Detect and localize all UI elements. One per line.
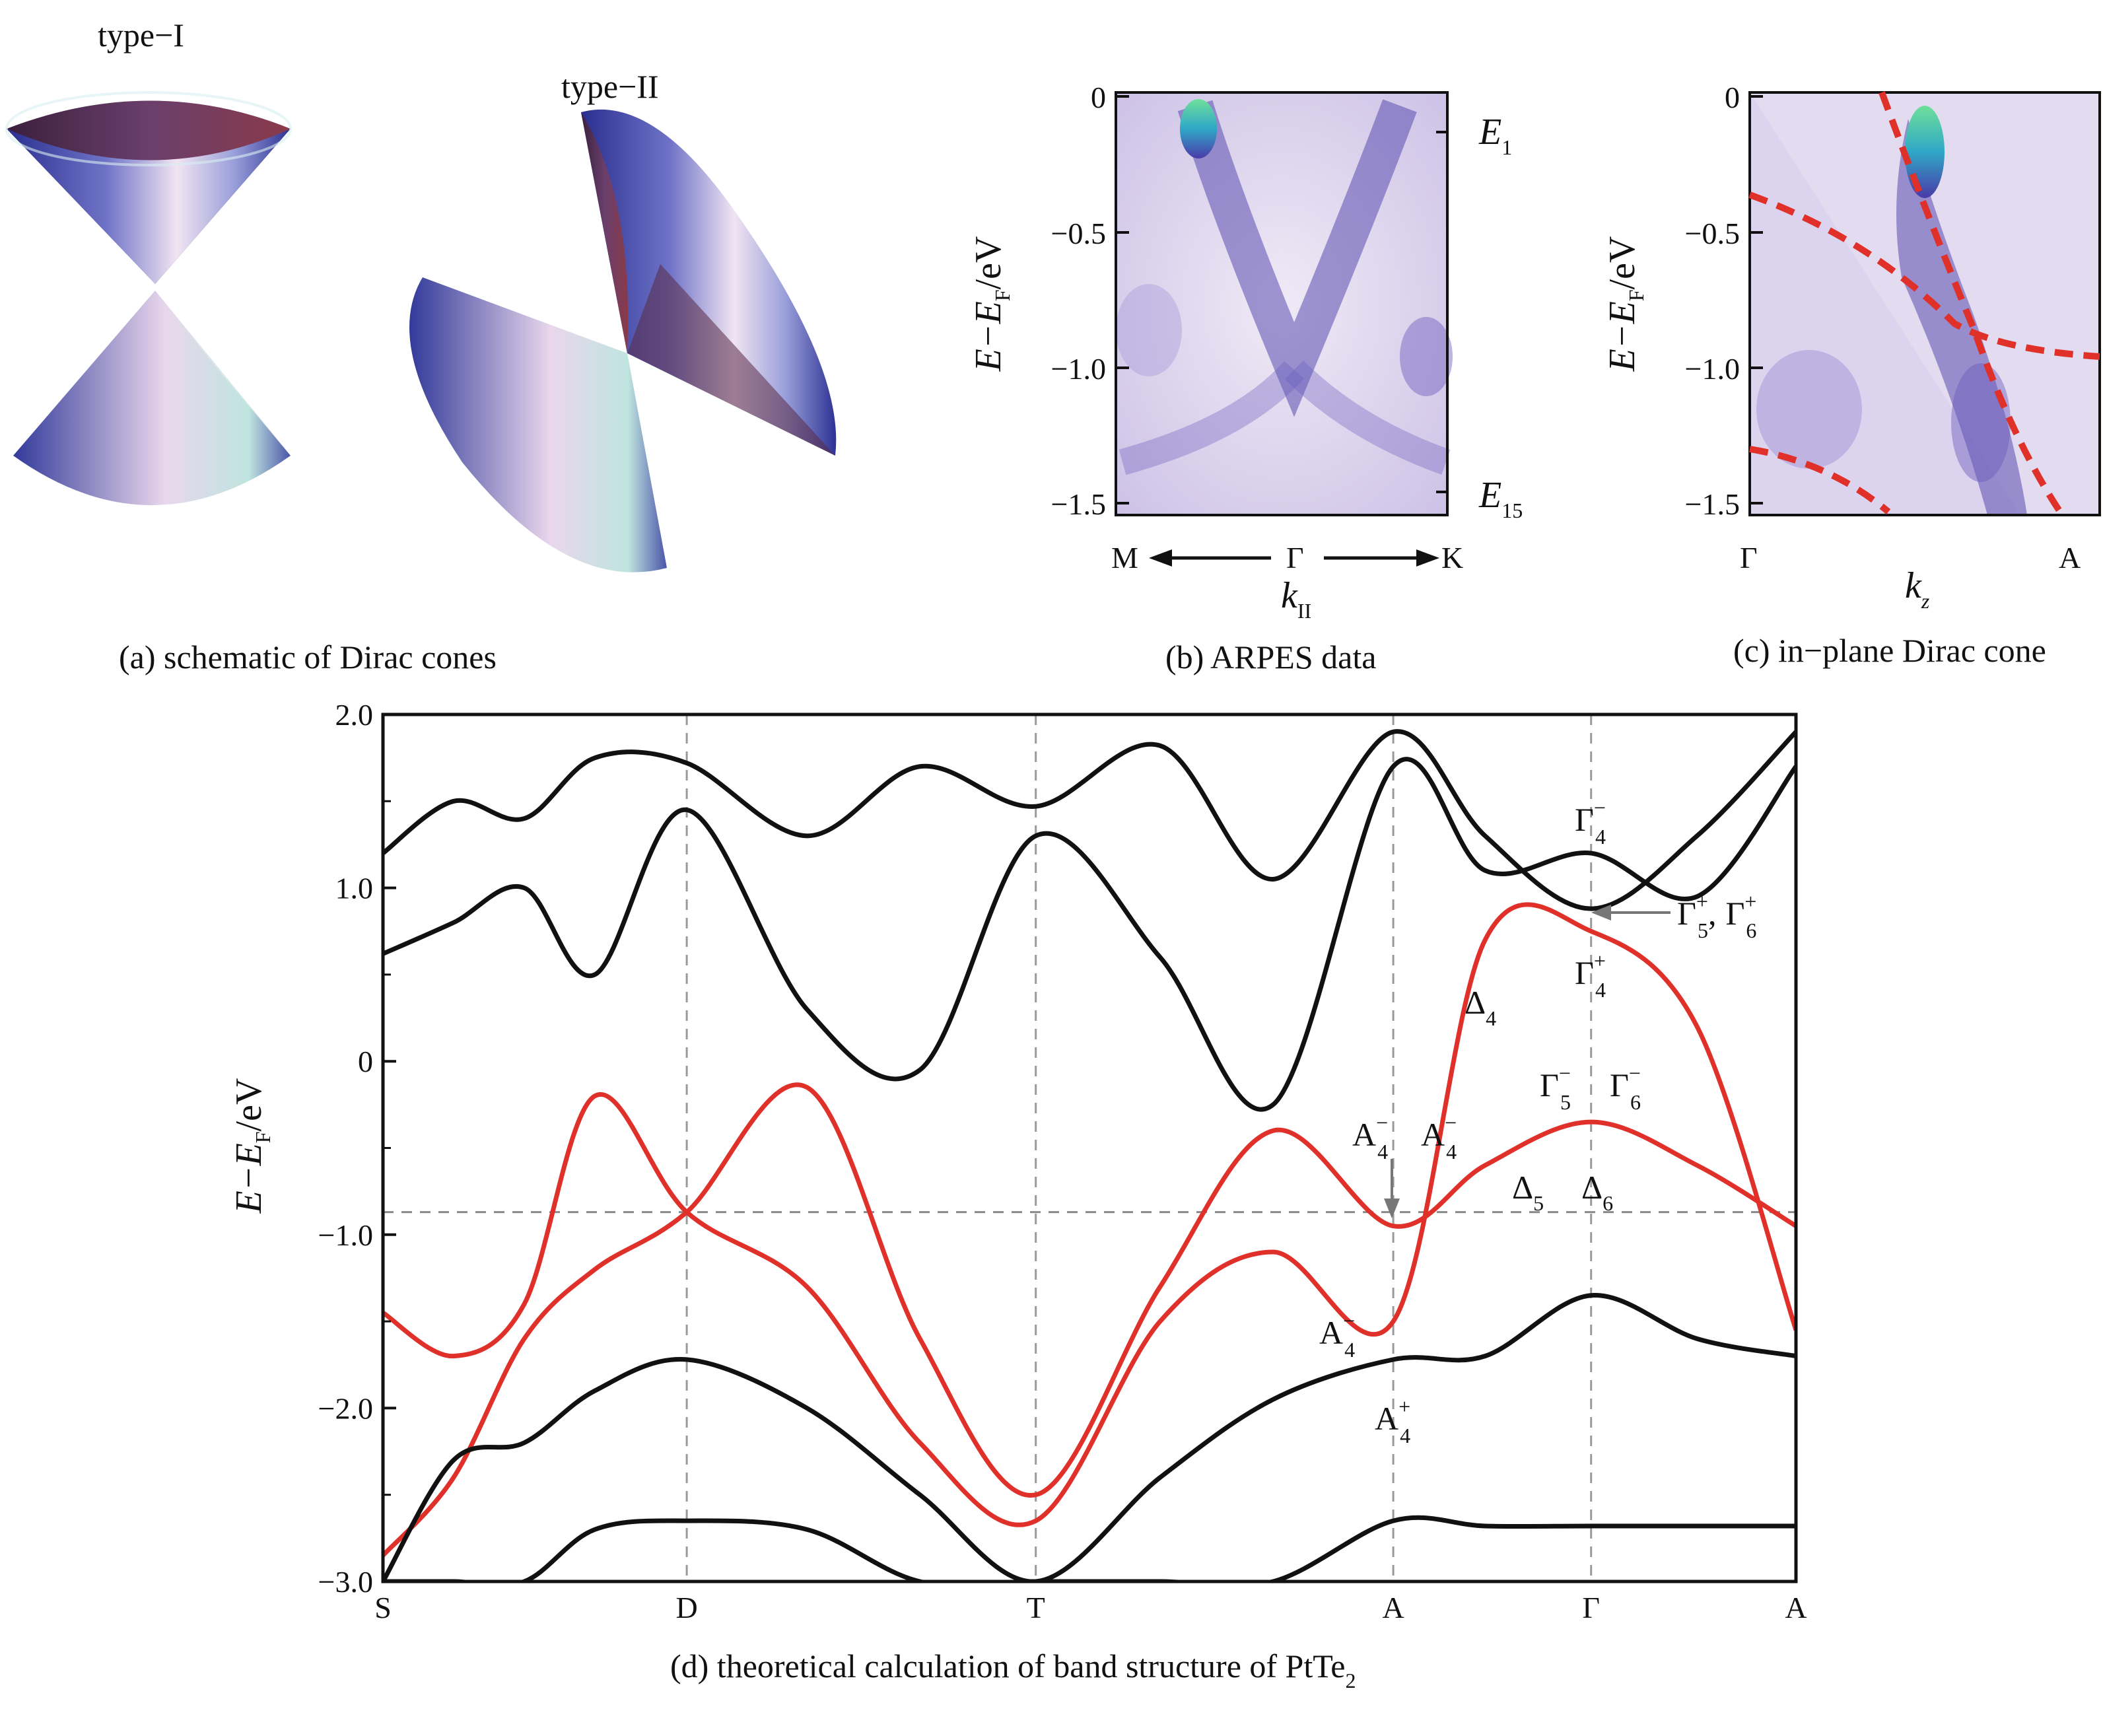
panel-b-ylabel: E−EF/eV <box>968 236 1014 372</box>
annotation-delta5: Δ5 <box>1512 1169 1544 1215</box>
xtick-label: A <box>1785 1591 1807 1624</box>
panel-b-x-left: M <box>1111 541 1138 574</box>
panel-b-yticks: 0 −0.5 −1.0 −1.5 <box>1051 81 1129 521</box>
annotation-gamma4-plus: Γ+ 4 <box>1575 949 1606 1002</box>
panel-b-x-right: K <box>1441 541 1463 574</box>
panel-c-dashed-bands <box>1748 91 2100 514</box>
panel-b-ytick: 0 <box>1091 81 1106 114</box>
annotation-a4-plus: A+ 4 <box>1375 1395 1410 1447</box>
panel-b-k-arrows <box>1149 549 1439 567</box>
band-line-3 <box>383 902 1796 1527</box>
panel-d-yticks: 2.0 1.0 0 −1.0 −2.0 −3.0 <box>318 698 396 1599</box>
annotation-gamma4-minus-top: Γ− 4 <box>1575 796 1606 849</box>
type2-cone-icon <box>409 109 837 573</box>
panel-c: 0 −0.5 −1.0 −1.5 E−EF/eV Γ A kz (c) in−p… <box>1602 81 2101 669</box>
band-line-4 <box>383 1082 1796 1557</box>
panel-b-e1-label: E1 <box>1478 112 1512 159</box>
annotation-delta6: Δ6 <box>1581 1169 1613 1215</box>
panel-b: 0 −0.5 −1.0 −1.5 E1 E15 E−EF/eV M Γ K kI… <box>968 81 1523 676</box>
panel-c-ytick: 0 <box>1725 81 1740 114</box>
ytick-label: −3.0 <box>318 1565 373 1599</box>
panel-c-ytick: −1.0 <box>1685 352 1740 386</box>
panel-b-e15-label: E15 <box>1478 475 1523 522</box>
gamma56-arrow <box>1591 905 1671 920</box>
panel-c-image <box>1750 92 2100 515</box>
annotation-a4-minus-right: A− 4 <box>1421 1111 1457 1163</box>
xtick-label: D <box>675 1591 697 1624</box>
annotation-a4-minus-left: A− 4 <box>1352 1111 1388 1163</box>
panel-c-ytick: −0.5 <box>1685 217 1740 250</box>
ytick-label: −1.0 <box>318 1218 373 1252</box>
annotation-gamma5-minus: Γ− 5 <box>1540 1061 1571 1114</box>
band-line-2 <box>383 757 1796 1112</box>
panel-c-x-left: Γ <box>1740 541 1758 574</box>
type1-cone-icon <box>5 91 292 505</box>
annotation-a4-minus-lower: A− 4 <box>1319 1309 1355 1362</box>
arpes-image <box>1116 92 1453 515</box>
panel-c-ylabel: E−EF/eV <box>1602 236 1648 372</box>
panel-d: 2.0 1.0 0 −1.0 −2.0 −3.0 S D T A Γ A E−EF/eV Γ− 4 Γ… <box>228 698 1807 1692</box>
band-line-1 <box>383 729 1796 911</box>
panel-d-ylabel: E−EF/eV <box>228 1078 275 1214</box>
ytick-label: 1.0 <box>335 872 374 905</box>
type1-label: type−I <box>98 17 184 53</box>
annotation-gamma6-minus: Γ− 6 <box>1610 1061 1641 1114</box>
panel-c-x-right: A <box>2059 541 2081 574</box>
panel-a-caption: (a) schematic of Dirac cones <box>119 639 497 676</box>
panel-c-xlabel: kz <box>1905 565 1930 613</box>
xtick-label: S <box>374 1591 392 1624</box>
panel-d-annotations: Γ− 4 Γ+ 5, Γ+ 6 Γ+ 4 Δ4 Γ− 5 Γ− 6 A− 4 A− 4 Δ5 Δ6… <box>1319 796 1756 1447</box>
ytick-label: 0 <box>358 1045 373 1078</box>
panel-c-ytick: −1.5 <box>1685 487 1740 521</box>
panel-b-x-mid: Γ <box>1286 541 1304 574</box>
band-line-5 <box>383 1293 1796 1581</box>
panel-c-yticks: 0 −0.5 −1.0 −1.5 <box>1685 81 1763 521</box>
panel-b-caption: (b) ARPES data <box>1165 639 1376 676</box>
panel-a: type−I type−II (a) schematic of Dirac co… <box>5 17 837 676</box>
band-line-6 <box>383 1515 1796 1581</box>
ytick-label: −2.0 <box>318 1391 373 1425</box>
xtick-label: Γ <box>1582 1591 1600 1624</box>
annotation-gamma5-gamma6-plus: Γ+ 5, Γ+ 6 <box>1677 889 1756 942</box>
panel-b-ytick: −0.5 <box>1051 217 1106 250</box>
band-structure-plot <box>383 714 1796 1581</box>
panel-b-ytick: −1.5 <box>1051 487 1106 521</box>
xtick-label: T <box>1027 1591 1045 1624</box>
panel-c-caption: (c) in−plane Dirac cone <box>1733 632 2046 669</box>
panel-d-caption: (d) theoretical calculation of band stru… <box>670 1648 1356 1692</box>
panel-b-xlabel: kII <box>1281 575 1311 623</box>
xtick-label: A <box>1382 1591 1404 1624</box>
annotation-delta4: Δ4 <box>1465 984 1496 1030</box>
a4-down-arrow <box>1384 1159 1400 1218</box>
ytick-label: 2.0 <box>335 698 374 732</box>
panel-b-ytick: −1.0 <box>1051 352 1106 386</box>
type2-label: type−II <box>561 68 659 105</box>
